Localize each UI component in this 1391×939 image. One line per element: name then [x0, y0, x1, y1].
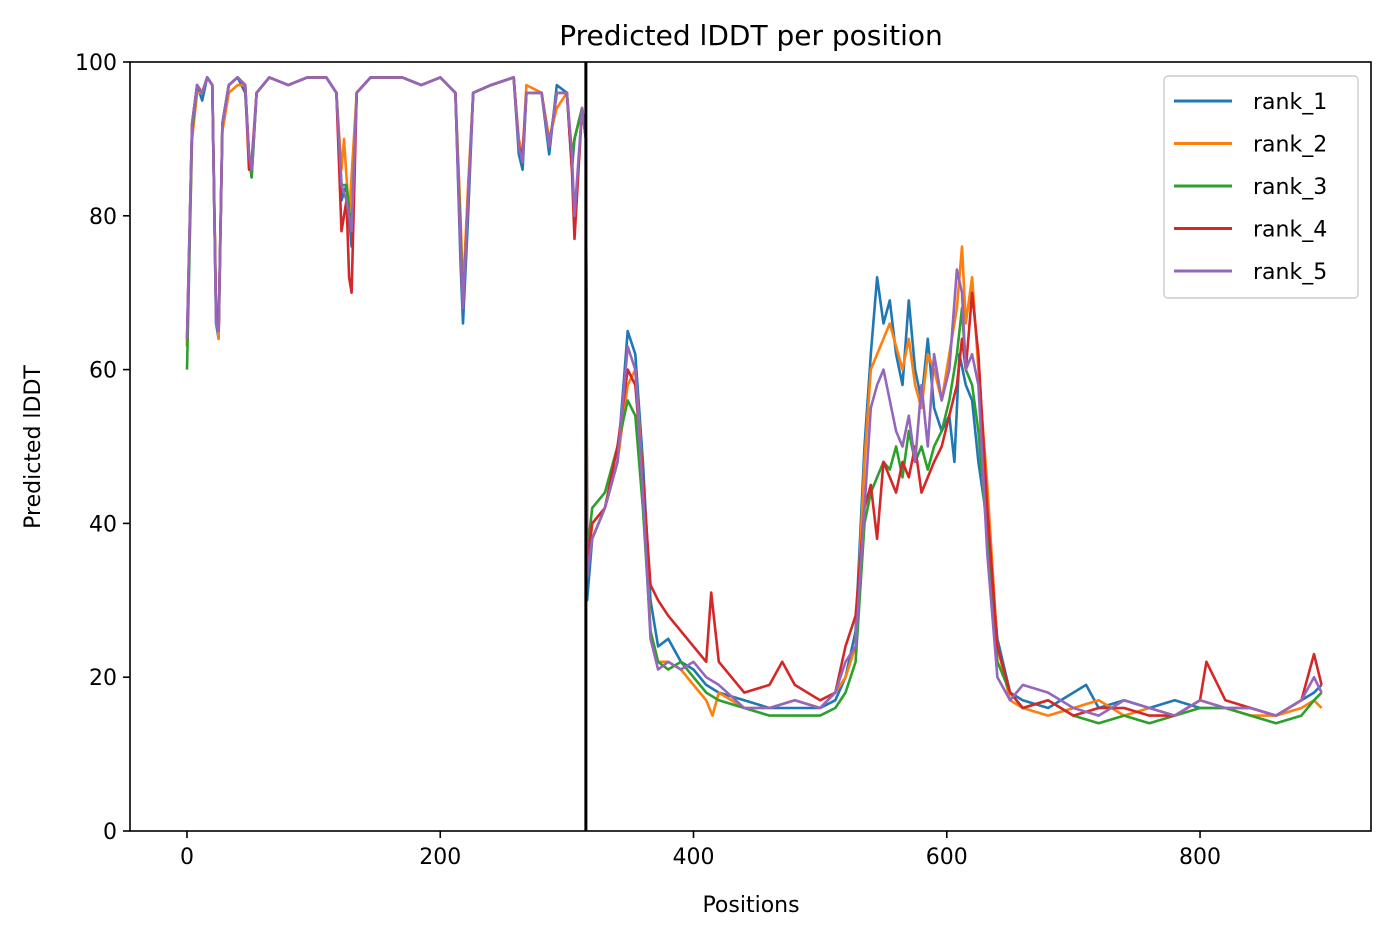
y-tick-label: 100 — [75, 51, 117, 76]
plot-area — [129, 61, 1372, 832]
series-line-rank_1 — [185, 76, 1323, 717]
x-tick-label: 200 — [419, 845, 461, 870]
y-tick-label: 40 — [89, 512, 117, 537]
plot-frame — [129, 61, 1372, 832]
x-tick-label: 800 — [1179, 845, 1221, 870]
y-tick-label: 0 — [103, 820, 117, 845]
axis-ticks: 0 200 400 600 800 0 20 40 60 80 100 — [75, 51, 1221, 870]
legend: rank_1 rank_2 rank_3 rank_4 rank_5 — [1163, 75, 1359, 299]
legend-label: rank_1 — [1253, 90, 1327, 115]
series-line-rank_2 — [185, 76, 1323, 717]
x-tick-label: 400 — [673, 845, 715, 870]
x-tick-label: 0 — [180, 845, 194, 870]
series-line-rank_5 — [185, 76, 1323, 717]
series-line-rank_4 — [185, 76, 1323, 717]
legend-box — [1163, 75, 1359, 299]
legend-label: rank_4 — [1253, 218, 1327, 243]
legend-label: rank_3 — [1253, 175, 1327, 200]
x-axis-label: Positions — [702, 893, 799, 918]
x-tick-label: 600 — [926, 845, 968, 870]
y-tick-label: 20 — [89, 666, 117, 691]
series-line-rank_3 — [185, 76, 1323, 725]
legend-label: rank_2 — [1253, 133, 1327, 158]
y-tick-label: 80 — [89, 205, 117, 230]
y-axis-label: Predicted lDDT — [21, 365, 46, 529]
y-tick-label: 60 — [89, 359, 117, 384]
legend-label: rank_5 — [1253, 260, 1327, 285]
chart-title: Predicted lDDT per position — [559, 19, 943, 52]
